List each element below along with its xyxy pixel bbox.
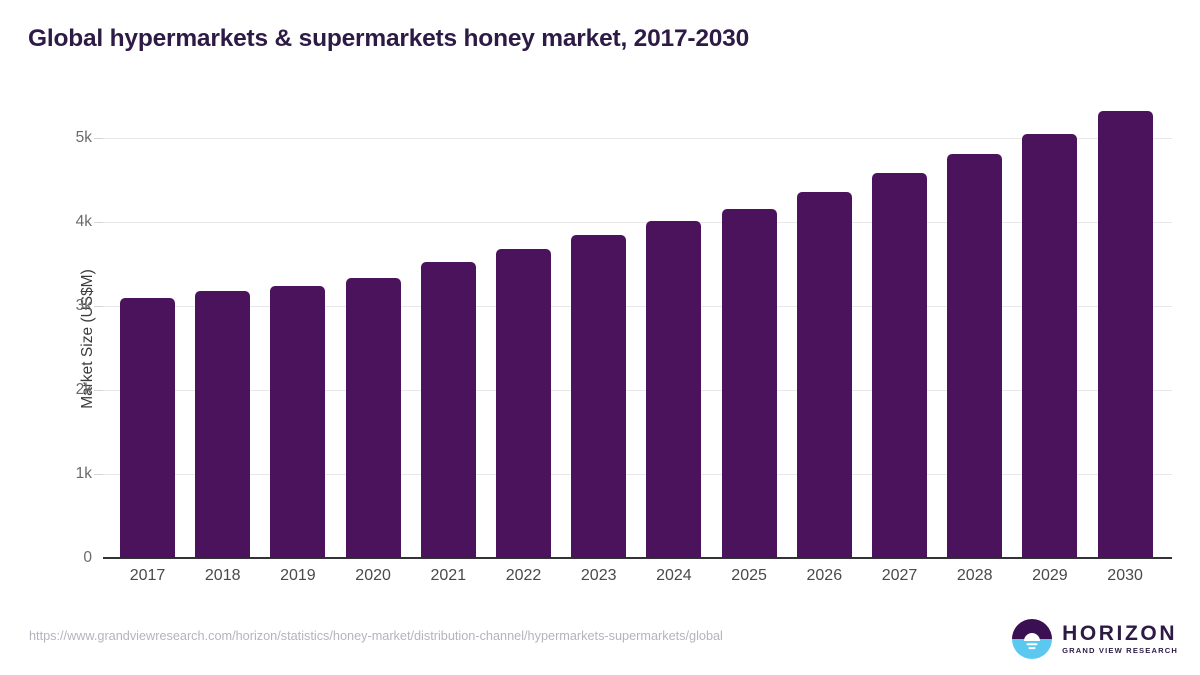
- axis-baseline: [103, 557, 1172, 559]
- gridline: [103, 138, 1172, 139]
- x-axis-tick-label-2022: 2022: [505, 567, 542, 584]
- x-axis-tick-label-2019: 2019: [280, 567, 316, 584]
- source-url[interactable]: https://www.grandviewresearch.com/horizo…: [29, 629, 723, 643]
- bar-2026[interactable]: [796, 191, 852, 558]
- y-axis-tick-label: 0: [83, 549, 92, 566]
- x-axis-tick-label-2017: 2017: [129, 567, 166, 584]
- horizon-sun-circle-icon: [1011, 618, 1053, 660]
- bar-2023[interactable]: [571, 234, 627, 558]
- bar-2024[interactable]: [646, 221, 702, 558]
- y-axis-tickmark: [94, 390, 103, 391]
- logo-subtitle: GRAND VIEW RESEARCH: [1062, 646, 1178, 656]
- bar-2020[interactable]: [345, 278, 401, 558]
- page-title: Global hypermarkets & supermarkets honey…: [28, 25, 750, 52]
- x-axis-tick-label-2029: 2029: [1032, 567, 1068, 584]
- y-axis-tickmark: [94, 474, 103, 475]
- bar-2018[interactable]: [195, 290, 251, 558]
- x-axis-tick-label-2026: 2026: [806, 567, 843, 584]
- logo-word: HORIZON: [1062, 622, 1178, 646]
- x-axis-tick-label-2030: 2030: [1107, 567, 1143, 584]
- x-axis-tick-label-2023: 2023: [580, 567, 617, 584]
- y-axis-tick-label: 4k: [75, 213, 92, 230]
- y-axis-tick-label: 3k: [75, 297, 92, 314]
- bar-2025[interactable]: [721, 208, 777, 558]
- y-axis-tick-labels: 0 1k 2k 3k 4k 5k: [20, 0, 92, 675]
- chart-gridlines: [94, 0, 1172, 675]
- x-axis-tick-label-2028: 2028: [956, 567, 993, 584]
- gridline: [103, 474, 1172, 475]
- horizon-logo: HORIZON GRAND VIEW RESEARCH: [1011, 618, 1178, 660]
- x-axis-tick-label-2020: 2020: [355, 567, 391, 584]
- bar-2019[interactable]: [270, 285, 326, 558]
- bar-2017[interactable]: [120, 297, 175, 558]
- bar-2030[interactable]: [1097, 111, 1153, 558]
- logo-wordmark: HORIZON GRAND VIEW RESEARCH: [1062, 623, 1178, 655]
- y-axis-tick-label: 2k: [75, 381, 92, 398]
- bar-2021[interactable]: [420, 262, 476, 558]
- x-axis-tick-label-2018: 2018: [204, 567, 241, 584]
- y-axis-tickmark: [94, 222, 103, 223]
- bar-2029[interactable]: [1022, 133, 1078, 558]
- bar-2022[interactable]: [496, 248, 551, 558]
- bar-2027[interactable]: [872, 173, 927, 558]
- gridline: [103, 306, 1172, 307]
- x-axis-tick-label-2027: 2027: [881, 567, 918, 584]
- y-axis-tickmark: [94, 306, 103, 307]
- y-axis-tick-label: 5k: [75, 129, 92, 146]
- x-axis-tick-label-2024: 2024: [656, 567, 692, 584]
- gridline: [103, 390, 1172, 391]
- y-axis-tickmark: [94, 138, 103, 139]
- x-axis-tick-label-2021: 2021: [430, 567, 467, 584]
- y-axis-tick-label: 1k: [75, 465, 92, 482]
- bar-2028[interactable]: [947, 153, 1003, 558]
- x-axis-tick-label-2025: 2025: [731, 567, 767, 584]
- gridline: [103, 222, 1172, 223]
